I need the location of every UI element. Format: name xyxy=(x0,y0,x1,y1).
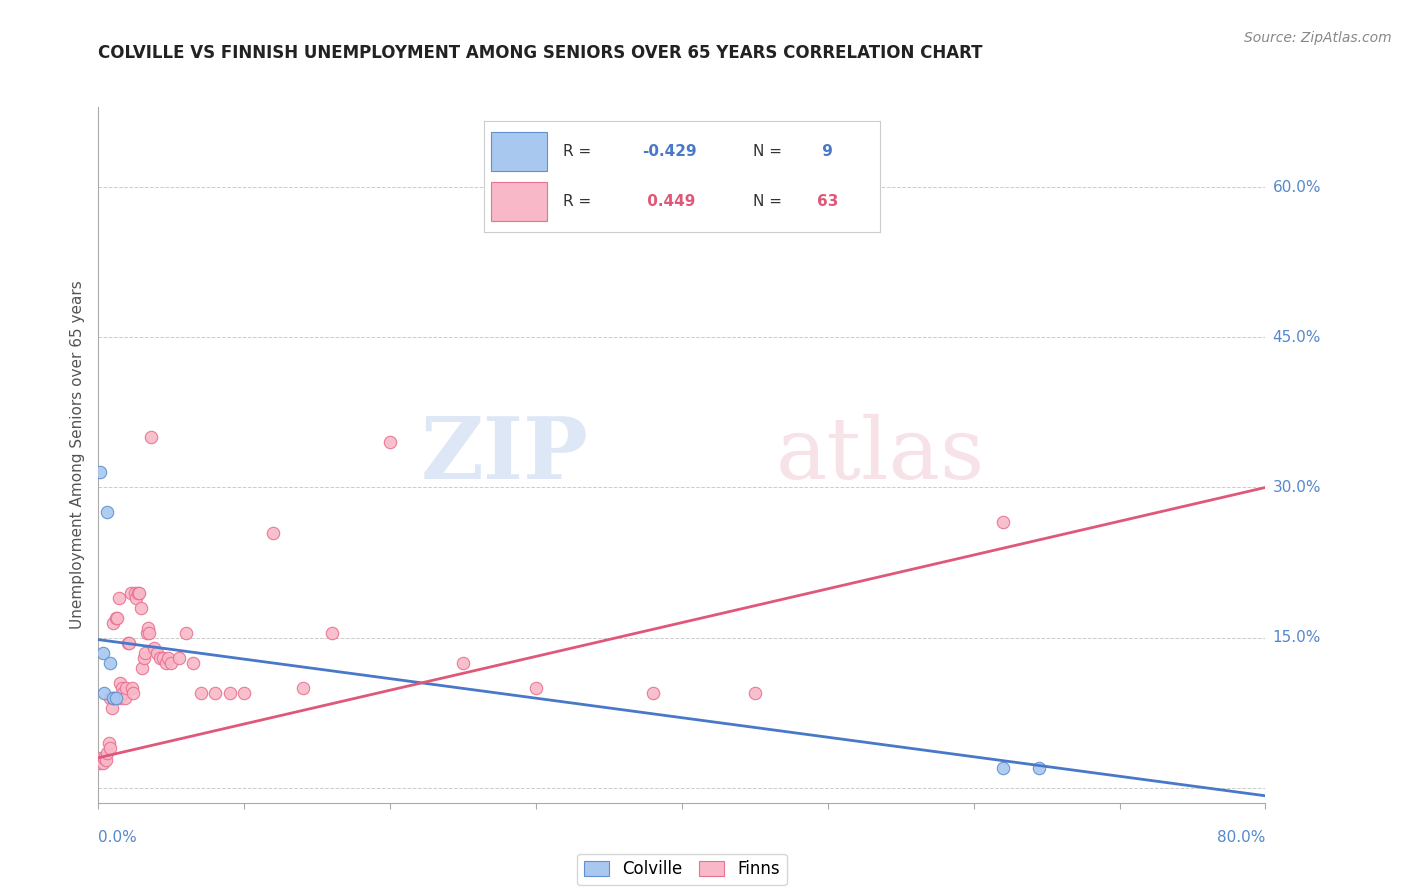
Text: Source: ZipAtlas.com: Source: ZipAtlas.com xyxy=(1244,30,1392,45)
Point xyxy=(262,525,284,540)
Text: 15.0%: 15.0% xyxy=(1272,630,1320,645)
Point xyxy=(112,686,135,700)
Point xyxy=(160,656,183,670)
Point xyxy=(991,761,1014,775)
Text: 45.0%: 45.0% xyxy=(1272,330,1320,345)
Point xyxy=(93,686,115,700)
Point xyxy=(128,585,150,599)
Point xyxy=(117,635,139,649)
Point xyxy=(104,690,127,705)
Point xyxy=(524,681,547,695)
Point xyxy=(103,690,125,705)
Point xyxy=(146,646,169,660)
Point xyxy=(321,625,343,640)
Point xyxy=(93,750,115,764)
Text: 30.0%: 30.0% xyxy=(1272,480,1320,495)
Point xyxy=(89,466,111,480)
Point xyxy=(451,656,474,670)
Point xyxy=(94,753,117,767)
Point xyxy=(233,686,256,700)
Point xyxy=(174,625,197,640)
Point xyxy=(139,430,162,444)
Point xyxy=(132,650,155,665)
Point xyxy=(115,681,138,695)
Point xyxy=(817,185,839,199)
Point xyxy=(98,740,121,755)
Point xyxy=(134,646,156,660)
Point xyxy=(96,746,118,760)
Point xyxy=(157,650,180,665)
Point xyxy=(641,686,664,700)
Point xyxy=(100,700,122,714)
Point xyxy=(142,640,165,655)
Point xyxy=(91,646,114,660)
Point xyxy=(991,516,1014,530)
Point xyxy=(125,591,148,605)
Point xyxy=(129,600,152,615)
Point xyxy=(181,656,204,670)
Point xyxy=(135,625,157,640)
Point xyxy=(122,686,145,700)
Point xyxy=(120,585,142,599)
Point xyxy=(91,756,114,770)
Point xyxy=(110,675,132,690)
Point xyxy=(167,650,190,665)
Point xyxy=(101,690,124,705)
Point xyxy=(105,610,128,624)
Text: 60.0%: 60.0% xyxy=(1272,179,1320,194)
Point xyxy=(101,690,124,705)
Point xyxy=(90,750,112,764)
Point xyxy=(131,660,153,674)
Point xyxy=(114,690,136,705)
Point xyxy=(89,756,111,770)
Text: atlas: atlas xyxy=(775,413,984,497)
Point xyxy=(127,585,149,599)
Point xyxy=(1028,761,1050,775)
Point xyxy=(218,686,240,700)
Point xyxy=(291,681,314,695)
Point xyxy=(98,656,121,670)
Point xyxy=(190,686,212,700)
Point xyxy=(152,650,174,665)
Point xyxy=(97,736,120,750)
Legend: Colville, Finns: Colville, Finns xyxy=(576,854,787,885)
Point xyxy=(104,610,127,624)
Point xyxy=(378,435,402,450)
Point xyxy=(111,681,134,695)
Point xyxy=(96,506,118,520)
Point xyxy=(118,635,141,649)
Point xyxy=(98,690,121,705)
Point xyxy=(136,621,159,635)
Point xyxy=(155,656,177,670)
Point xyxy=(138,625,160,640)
Point xyxy=(110,690,132,705)
Point xyxy=(744,686,766,700)
Point xyxy=(149,650,172,665)
Point xyxy=(204,686,226,700)
Point xyxy=(108,591,131,605)
Text: COLVILLE VS FINNISH UNEMPLOYMENT AMONG SENIORS OVER 65 YEARS CORRELATION CHART: COLVILLE VS FINNISH UNEMPLOYMENT AMONG S… xyxy=(98,45,983,62)
Text: 80.0%: 80.0% xyxy=(1218,830,1265,845)
Text: 0.0%: 0.0% xyxy=(98,830,138,845)
Text: ZIP: ZIP xyxy=(420,413,589,497)
Point xyxy=(101,615,124,630)
Point xyxy=(121,681,143,695)
Point xyxy=(124,585,146,599)
Y-axis label: Unemployment Among Seniors over 65 years: Unemployment Among Seniors over 65 years xyxy=(70,281,86,629)
